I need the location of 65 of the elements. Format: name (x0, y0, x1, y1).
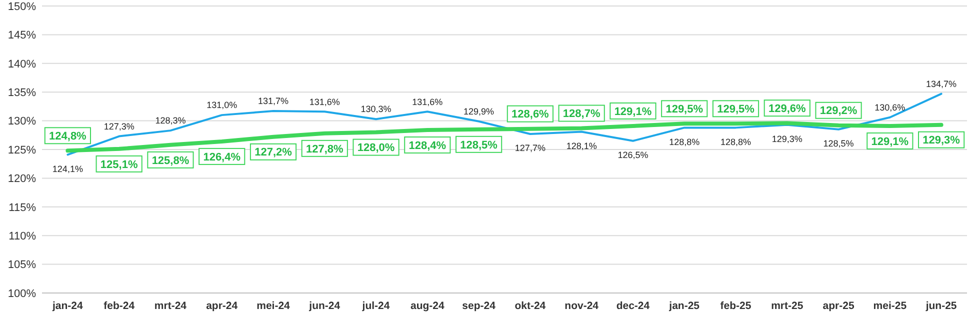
data-label: 128,6% (512, 108, 550, 121)
data-label: 127,8% (306, 143, 344, 156)
x-tick-label: jul-24 (361, 300, 390, 312)
data-label: 131,6% (309, 96, 340, 107)
data-label: 129,9% (464, 106, 494, 117)
data-label: 128,8% (669, 136, 700, 147)
data-label: 126,5% (618, 150, 648, 160)
data-label: 128,0% (357, 142, 395, 154)
data-label: 125,1% (100, 158, 138, 171)
data-label: 129,1% (871, 136, 909, 148)
data-label: 130,3% (360, 104, 392, 114)
y-tick-label: 110% (8, 230, 36, 242)
data-label: 129,1% (614, 106, 652, 118)
y-tick-label: 135% (8, 86, 36, 99)
data-label: 124,8% (49, 130, 87, 142)
x-tick-label: dec-24 (616, 300, 650, 312)
y-tick-label: 130% (8, 116, 36, 128)
x-tick-label: jan-25 (668, 300, 700, 312)
data-label: 128,7% (562, 108, 600, 120)
y-tick-label: 125% (8, 144, 36, 156)
x-tick-label: apr-24 (206, 300, 238, 312)
x-tick-label: mei-24 (256, 300, 290, 312)
data-label: 127,3% (104, 121, 134, 132)
x-tick-label: jan-24 (52, 300, 84, 312)
y-tick-label: 115% (8, 202, 36, 214)
data-label: 134,7% (926, 78, 957, 89)
data-label: 127,2% (254, 146, 292, 159)
data-label: 129,5% (717, 104, 755, 116)
data-label: 125,8% (152, 154, 190, 167)
data-label: 129,2% (820, 105, 858, 118)
x-tick-label: sep-24 (462, 300, 496, 312)
y-tick-label: 150% (8, 0, 36, 13)
y-tick-label: 140% (8, 58, 36, 70)
data-label: 129,3% (772, 134, 802, 144)
x-tick-label: jun-25 (924, 300, 957, 312)
x-tick-label: feb-24 (104, 300, 135, 312)
data-label: 131,0% (206, 100, 238, 110)
data-label: 131,6% (412, 96, 443, 107)
x-tick-label: aug-24 (410, 300, 444, 312)
x-tick-label: mrt-24 (154, 300, 187, 312)
data-label: 128,1% (566, 140, 597, 151)
y-tick-label: 105% (8, 259, 36, 272)
x-tick-label: feb-25 (720, 300, 752, 312)
data-label: 128,8% (720, 136, 752, 147)
data-label: 126,4% (203, 151, 241, 164)
x-tick-label: mei-25 (873, 300, 907, 312)
data-label: 129,3% (922, 134, 960, 147)
data-label: 128,5% (460, 139, 498, 152)
data-label: 128,4% (408, 140, 446, 152)
data-label: 129,6% (768, 102, 806, 115)
data-label: 127,7% (514, 143, 546, 154)
x-tick-label: mrt-25 (771, 300, 804, 312)
x-tick-label: okt-24 (514, 300, 546, 312)
x-tick-label: nov-24 (564, 300, 599, 312)
y-tick-label: 145% (8, 30, 36, 42)
data-label: 128,3% (155, 116, 186, 126)
data-label: 130,6% (874, 102, 906, 113)
data-label: 124,1% (52, 164, 83, 174)
data-label: 129,5% (666, 104, 704, 116)
y-tick-label: 100% (8, 288, 36, 300)
data-label: 128,5% (823, 138, 854, 149)
data-label: 131,7% (258, 96, 289, 106)
y-tick-label: 120% (8, 173, 36, 186)
x-tick-label: jun-24 (308, 300, 340, 312)
x-tick-label: apr-25 (822, 300, 854, 312)
